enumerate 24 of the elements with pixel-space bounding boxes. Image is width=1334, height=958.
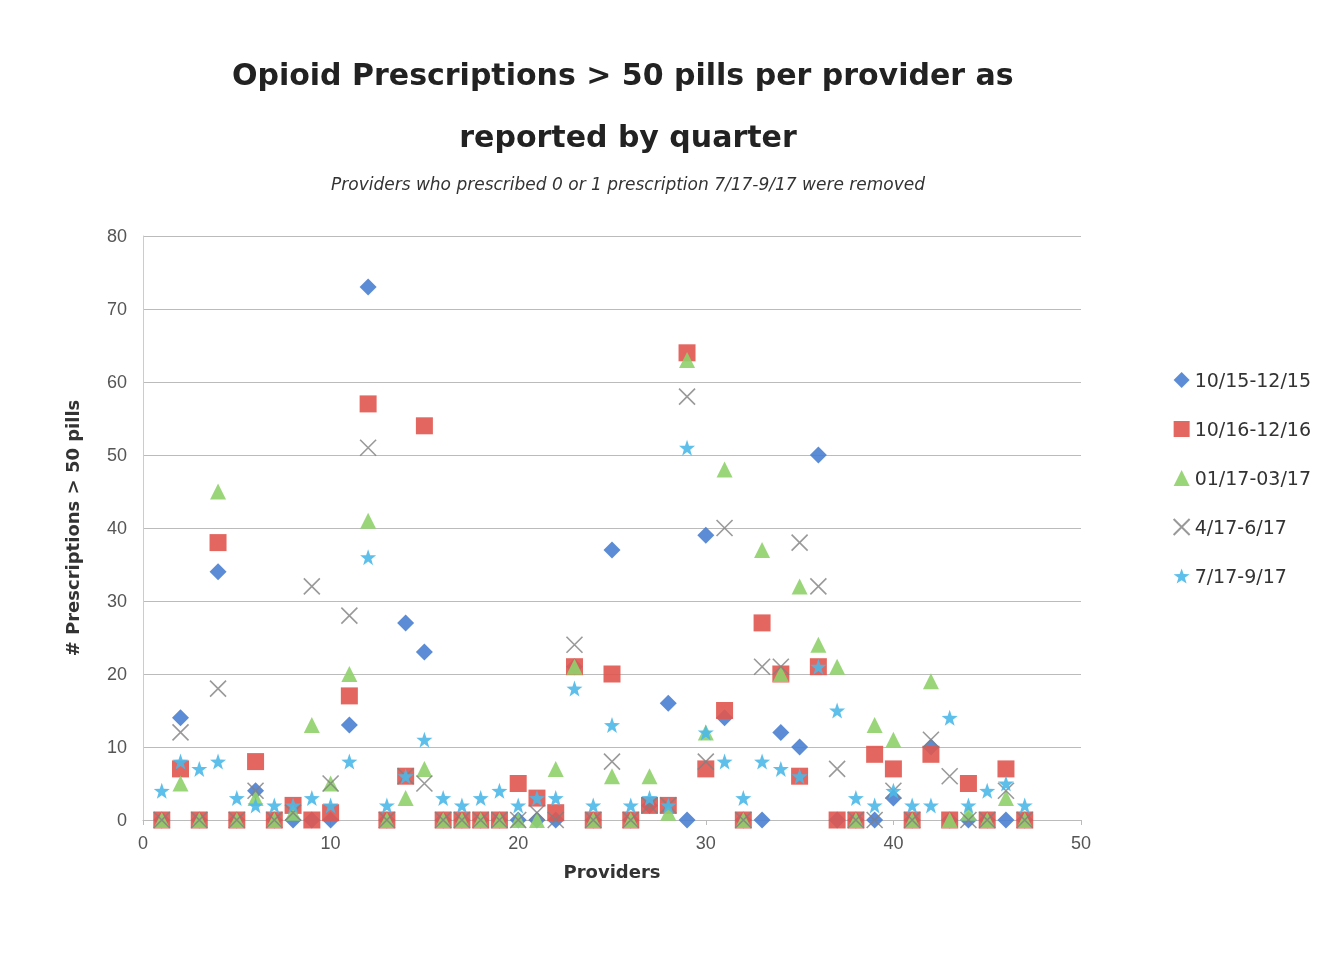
x-tick-label: 20 [508, 833, 529, 853]
y-tick-label: 30 [106, 591, 127, 611]
y-tick-label: 80 [106, 226, 127, 246]
legend-label: 7/17-9/17 [1194, 565, 1287, 587]
y-tick-label: 50 [106, 445, 127, 465]
chart-subtitle: Providers who prescribed 0 or 1 prescription 7/17-9/17 were removed [331, 173, 926, 194]
y-axis-title: # Prescriptions > 50 pills [61, 399, 83, 657]
y-tick-label: 20 [106, 664, 127, 684]
y-tick-label: 60 [106, 372, 127, 392]
x-tick-label: 50 [1070, 833, 1092, 853]
legend-label: 01/17-03/17 [1194, 467, 1312, 489]
legend-label: 4/17-6/17 [1194, 516, 1287, 538]
x-tick-label: 30 [695, 833, 716, 853]
x-axis-title: Providers [563, 860, 661, 882]
y-tick-label: 70 [106, 299, 127, 319]
legend-label: 10/15-12/15 [1194, 369, 1312, 391]
chart-title: Opioid Prescriptions > 50 pills per provider as reported by quarter [231, 56, 1025, 154]
y-tick-label: 40 [106, 518, 127, 538]
x-tick-label: 40 [883, 833, 904, 853]
y-tick-label: 10 [106, 737, 127, 757]
y-tick-label: 0 [116, 810, 127, 830]
x-tick-label: 10 [320, 833, 341, 853]
x-tick-label: 0 [137, 833, 149, 853]
legend-label: 10/16-12/16 [1194, 418, 1312, 440]
